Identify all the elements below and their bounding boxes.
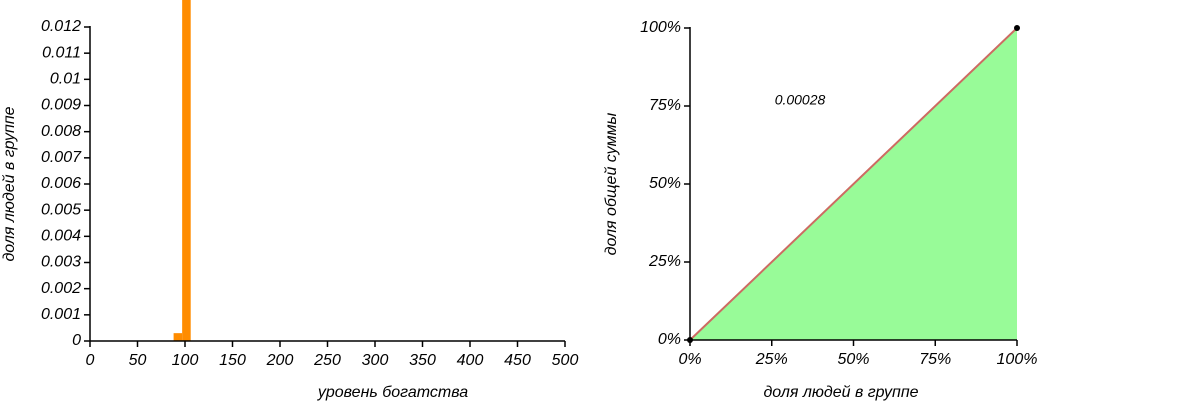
x-tick-label: 250 <box>313 352 341 369</box>
y-tick-label: 0.012 <box>41 18 81 35</box>
x-tick-label: 300 <box>362 352 389 369</box>
x-tick-label: 25% <box>755 351 788 368</box>
x-axis-label: уровень богатства <box>317 384 468 401</box>
x-tick-label: 0 <box>86 352 95 369</box>
y-tick-label: 75% <box>649 97 681 114</box>
bar <box>182 0 191 341</box>
x-tick-label: 150 <box>219 352 246 369</box>
y-tick-label: 0.011 <box>42 44 81 61</box>
x-tick-label: 200 <box>266 352 294 369</box>
x-tick-label: 450 <box>504 352 531 369</box>
x-tick-label: 75% <box>919 351 951 368</box>
y-tick-label: 0.004 <box>41 228 81 245</box>
y-tick-label: 0.003 <box>41 254 81 271</box>
y-tick-label: 0 <box>72 332 81 349</box>
y-axis-label: доля общей суммы <box>603 112 620 255</box>
y-tick-label: 0% <box>658 331 681 348</box>
y-tick-label: 0.002 <box>41 280 81 297</box>
x-tick-label: 50 <box>129 352 147 369</box>
bars <box>173 0 191 341</box>
y-tick-label: 50% <box>649 175 681 192</box>
line <box>689 27 1018 341</box>
chart: 0.00028 0% 25% 50% 75% 100% 0% 25% 50% 75% 100% дол… <box>603 19 1037 401</box>
chart: 0 0.001 0.002 0.003 0.004 0.005 0.006 0.007 0.00… <box>1 0 578 401</box>
y-tick-label: 0.006 <box>41 175 81 192</box>
point <box>1014 25 1020 31</box>
x-tick-label: 50% <box>837 351 869 368</box>
x-tick-label: 400 <box>457 352 484 369</box>
y-tick-label: 0.001 <box>41 306 81 323</box>
x-tick-label: 100% <box>997 351 1038 368</box>
y-tick-label: 0.007 <box>41 149 82 166</box>
y-tick-label: 25% <box>648 253 681 270</box>
annotation: 0.00028 <box>775 92 826 108</box>
x-tick-label: 350 <box>409 352 436 369</box>
x-axis-label: доля людей в группе <box>763 384 918 401</box>
y-tick-label: 0.01 <box>50 71 81 88</box>
bar <box>173 333 183 341</box>
x-tick-label: 100 <box>172 352 199 369</box>
y-tick-label: 100% <box>640 19 681 36</box>
y-axis-label: доля людей в группе <box>1 106 18 261</box>
y-tick-label: 0.008 <box>41 123 81 140</box>
x-tick-label: 0% <box>678 351 701 368</box>
x-tick-label: 500 <box>552 352 579 369</box>
y-tick-label: 0.005 <box>41 201 81 218</box>
y-tick-label: 0.009 <box>41 97 81 114</box>
